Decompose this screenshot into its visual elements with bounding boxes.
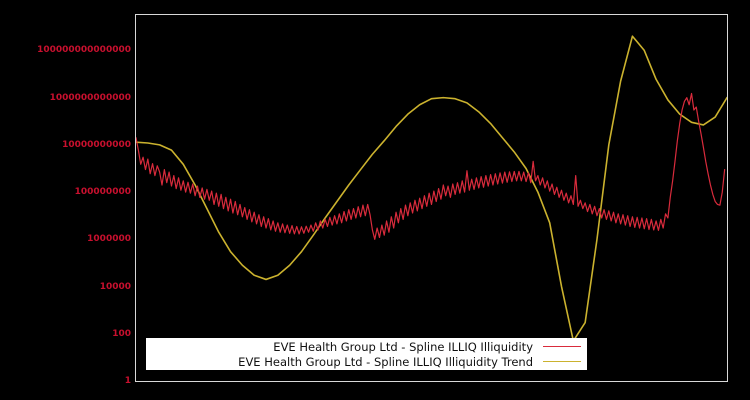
trend-line-path — [136, 35, 727, 342]
y-tick-label-2: 10000000000 — [62, 139, 131, 150]
y-tick-label-0: 100000000000000 — [37, 45, 131, 56]
trend-series-group — [136, 35, 727, 342]
legend-swatch-trend — [543, 361, 581, 362]
y-tick-label-5: 10000 — [99, 281, 131, 292]
legend-label-illiquidity: EVE Health Group Ltd - Spline ILLIQ Illi… — [273, 339, 533, 354]
series-canvas — [136, 35, 727, 342]
y-tick-label-4: 1000000 — [87, 234, 131, 245]
y-tick-label-1: 1000000000000 — [49, 92, 131, 103]
legend-entry-illiquidity: EVE Health Group Ltd - Spline ILLIQ Illi… — [146, 339, 587, 354]
legend-entry-trend: EVE Health Group Ltd - Spline ILLIQ Illi… — [146, 354, 587, 369]
y-tick-label-6: 100 — [112, 328, 131, 339]
y-tick-label-3: 100000000 — [74, 187, 131, 198]
illiquidity-series-group — [136, 92, 726, 240]
legend-swatch-illiquidity — [543, 346, 581, 347]
illiquidity-line-path — [136, 92, 726, 240]
legend-box: EVE Health Group Ltd - Spline ILLIQ Illi… — [146, 338, 587, 370]
plot-area — [135, 14, 728, 382]
legend-label-trend: EVE Health Group Ltd - Spline ILLIQ Illi… — [238, 354, 533, 369]
y-tick-label-7: 1 — [124, 376, 131, 386]
